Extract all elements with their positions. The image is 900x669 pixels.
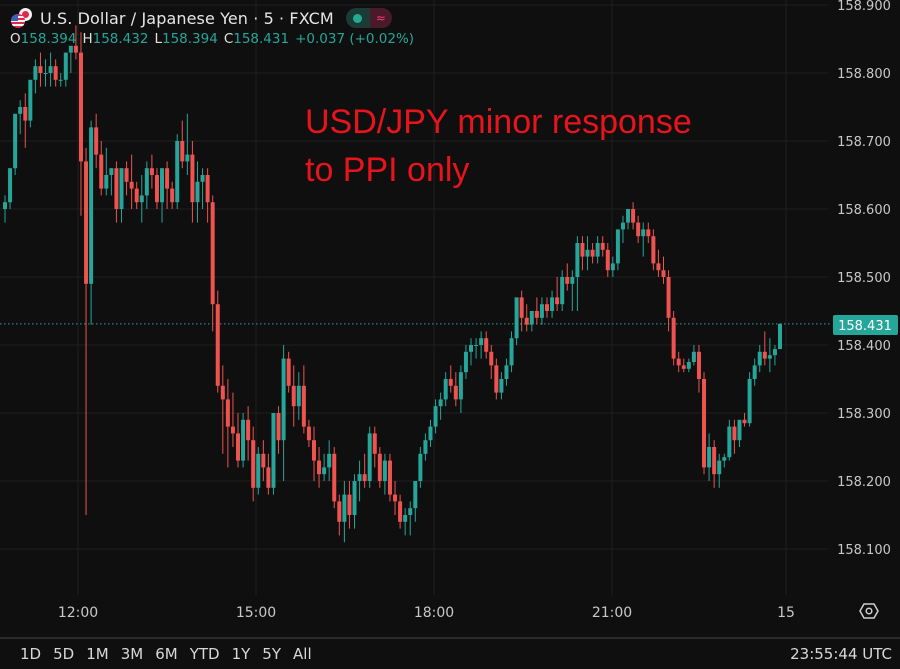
price-tick-label: 158.300: [837, 407, 891, 422]
annotation-line-1: USD/JPY minor response: [305, 103, 692, 141]
market-open-dot-icon: [345, 8, 370, 28]
utc-clock[interactable]: 23:55:44 UTC: [790, 645, 892, 663]
high-label: H: [82, 31, 93, 47]
symbol-title[interactable]: U.S. Dollar / Japanese Yen · 5 · FXCM: [40, 8, 334, 28]
time-tick-label: 15: [777, 605, 795, 621]
svg-text:158.431: 158.431: [838, 319, 892, 334]
range-6m[interactable]: 6M: [155, 645, 178, 663]
price-tick-label: 158.500: [837, 271, 891, 286]
time-tick-label: 21:00: [592, 605, 632, 621]
ohlc-values: O158.394 H158.432 L158.394 C158.431 +0.0…: [10, 31, 414, 47]
price-axis[interactable]: 158.100 158.200 158.300 158.400 158.500 158.6…: [837, 0, 891, 558]
us-jp-flag-icon: [10, 7, 34, 29]
range-5d[interactable]: 5D: [53, 645, 75, 663]
close-label: C: [223, 31, 234, 47]
time-tick-label: 15:00: [236, 605, 276, 621]
price-tick-label: 158.600: [837, 203, 891, 218]
range-3m[interactable]: 3M: [120, 645, 144, 663]
symbol-legend: U.S. Dollar / Japanese Yen · 5 · FXCM ≈ …: [10, 6, 414, 47]
low-label: L: [154, 31, 162, 47]
candlestick-chart[interactable]: 158.100 158.200 158.300 158.400 158.500 158.6…: [0, 0, 900, 637]
change-value: +0.037 (+0.02%): [295, 31, 415, 47]
range-5y[interactable]: 5Y: [262, 645, 282, 663]
price-tick-label: 158.400: [837, 339, 891, 354]
wave-indicator-icon: ≈: [369, 8, 392, 28]
candles: [3, 25, 782, 543]
price-tick-label: 158.800: [837, 67, 891, 82]
grid-lines: [0, 0, 828, 595]
chart-annotation: USD/JPY minor response to PPI only: [305, 98, 692, 194]
status-pill[interactable]: ≈: [345, 8, 392, 28]
settings-gear-icon[interactable]: [858, 600, 880, 622]
range-selector: 1D 5D 1M 3M 6M YTD 1Y 5Y All: [20, 645, 312, 663]
open-value: 158.394: [20, 31, 77, 47]
range-1m[interactable]: 1M: [86, 645, 109, 663]
price-tick-label: 158.900: [837, 0, 891, 14]
open-label: O: [10, 31, 21, 47]
range-1d[interactable]: 1D: [20, 645, 42, 663]
last-price-badge: 158.431: [833, 315, 898, 335]
price-tick-label: 158.200: [837, 475, 891, 490]
high-value: 158.432: [92, 31, 149, 47]
time-axis[interactable]: 12:00 15:00 18:00 21:00 15: [58, 605, 795, 621]
range-all[interactable]: All: [293, 645, 312, 663]
time-tick-label: 18:00: [414, 605, 454, 621]
price-tick-label: 158.100: [837, 543, 891, 558]
range-ytd[interactable]: YTD: [189, 645, 220, 663]
annotation-line-2: to PPI only: [305, 151, 470, 189]
bottom-toolbar: 1D 5D 1M 3M 6M YTD 1Y 5Y All 23:55:44 UT…: [0, 637, 900, 669]
range-1y[interactable]: 1Y: [231, 645, 251, 663]
close-value: 158.431: [233, 31, 290, 47]
low-value: 158.394: [161, 31, 218, 47]
price-tick-label: 158.700: [837, 135, 891, 150]
time-tick-label: 12:00: [58, 605, 98, 621]
